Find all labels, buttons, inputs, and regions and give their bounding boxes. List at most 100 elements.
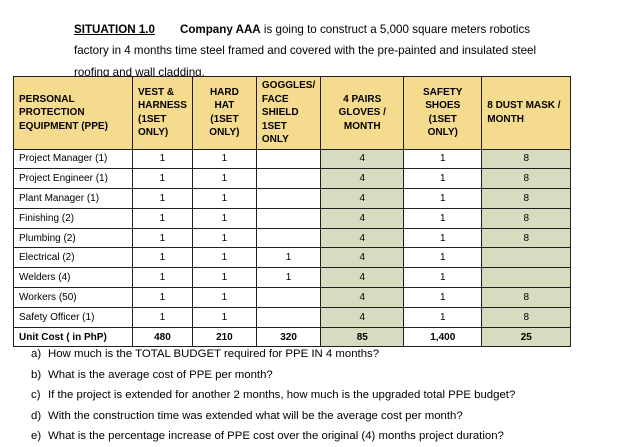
value-cell: 8	[481, 148, 572, 170]
value-cell: 8	[481, 207, 572, 229]
value-cell	[255, 207, 322, 229]
question-b: b) What is the average cost of PPE per mo…	[31, 365, 515, 386]
column-header: 4 PAIRS GLOVES / MONTH	[320, 76, 405, 150]
value-cell: 1	[255, 247, 322, 269]
column-header-line: GLOVES /	[338, 107, 386, 118]
value-cell: 1	[403, 188, 483, 209]
question-c: c) If the project is extended for another…	[31, 385, 515, 406]
column-header-line: GOGGLES/	[261, 80, 316, 91]
value-cell: 4	[320, 227, 405, 249]
value-cell: 1	[403, 148, 483, 170]
column-header-line: (1SET	[210, 113, 239, 125]
value-cell: 1	[191, 207, 257, 229]
column-header-line: MONTH	[343, 120, 381, 132]
value-cell: 4	[320, 207, 405, 229]
question-text: How much is the TOTAL BUDGET required fo…	[48, 348, 380, 360]
row-label: Workers (50)	[13, 287, 133, 308]
value-cell: 25	[481, 326, 572, 348]
ppe-table: PERSONAL PROTECTION EQUIPMENT (PPE) VEST & H…	[13, 76, 572, 348]
value-cell: 1	[191, 227, 257, 249]
column-header-line: EQUIPMENT (PPE)	[19, 120, 108, 132]
value-cell: 8	[481, 306, 572, 328]
column-header-line: MONTH	[487, 113, 524, 125]
row-label: Project Engineer (1)	[13, 168, 133, 190]
value-cell: 1	[255, 267, 322, 289]
value-cell	[481, 247, 572, 269]
questions-list: a) How much is the TOTAL BUDGET required …	[31, 344, 515, 447]
column-header-line: SHOES	[425, 100, 461, 112]
question-label: c)	[31, 389, 41, 401]
value-cell: 1	[132, 168, 193, 190]
row-label: Finishing (2)	[13, 207, 133, 229]
situation-text: is going to construct a 5,000 square met…	[74, 22, 537, 79]
question-label: d)	[31, 409, 42, 422]
column-header-line: ONLY)	[209, 127, 240, 139]
value-cell: 1	[132, 207, 193, 229]
value-cell: 1	[403, 207, 483, 229]
question-a: a) How much is the TOTAL BUDGET required …	[31, 344, 515, 365]
value-cell: 1	[132, 188, 193, 209]
value-cell: 1	[403, 287, 483, 308]
value-cell: 210	[191, 326, 257, 348]
question-text: What is the percentage increase of PPE c…	[48, 430, 504, 442]
value-cell: 1	[403, 306, 483, 328]
value-cell	[255, 227, 322, 249]
table-row: Welders (4) 1 1 1 4 1	[13, 267, 572, 289]
table-row: Electrical (2) 1 1 1 4 1	[13, 247, 572, 269]
value-cell: 4	[320, 148, 405, 170]
value-cell: 1	[191, 287, 257, 308]
column-header: HARD HAT (1SET ONLY)	[191, 76, 257, 150]
question-text: If the project is extended for another 2…	[48, 389, 516, 401]
table-row: Project Engineer (1) 1 1 4 1 8	[13, 168, 572, 190]
value-cell: 320	[255, 326, 322, 348]
value-cell: 1	[403, 227, 483, 249]
value-cell: 8	[481, 188, 572, 209]
column-header-line: (1SET	[428, 113, 457, 125]
column-header-line: PROTECTION	[19, 107, 85, 118]
column-header: SAFETY SHOES (1SET ONLY)	[403, 76, 483, 150]
question-text: With the construction time was extended …	[48, 409, 463, 422]
column-header: VEST & HARNESS (1SET ONLY)	[132, 76, 193, 150]
table-row: Plant Manager (1) 1 1 4 1 8	[13, 188, 572, 209]
company-name: Company AAA	[179, 22, 261, 36]
value-cell	[255, 148, 322, 170]
value-cell: 1	[191, 306, 257, 328]
table-row: Safety Officer (1) 1 1 4 1 8	[13, 306, 572, 328]
value-cell: 1	[191, 148, 257, 170]
value-cell: 1	[132, 148, 193, 170]
value-cell: 8	[481, 227, 572, 249]
column-header-line: ONLY)	[427, 127, 458, 139]
situation-paragraph: SITUATION 1.0 Company AAA is going to con…	[74, 19, 618, 84]
row-label: Plumbing (2)	[13, 227, 133, 249]
value-cell: 1,400	[403, 326, 483, 348]
column-header-line: (1SET	[138, 113, 167, 125]
value-cell: 4	[320, 287, 405, 308]
value-cell	[255, 306, 322, 328]
table-header-row: PERSONAL PROTECTION EQUIPMENT (PPE) VEST & H…	[13, 76, 572, 150]
row-label: Plant Manager (1)	[13, 188, 133, 209]
question-label: e)	[31, 430, 42, 442]
row-label: Safety Officer (1)	[13, 306, 133, 328]
column-header-line: VEST &	[138, 86, 175, 98]
value-cell	[481, 267, 572, 289]
value-cell: 1	[191, 267, 257, 289]
column-header-line: FACE	[261, 93, 289, 105]
column-header: GOGGLES/FACE SHIELD 1SET ONLY	[255, 76, 322, 150]
column-header-line: SHIELD	[261, 107, 299, 118]
column-header-line: SAFETY	[423, 86, 463, 98]
table-row: Project Manager (1) 1 1 4 1 8	[13, 148, 572, 170]
value-cell: 1	[191, 168, 257, 190]
question-label: a)	[31, 348, 42, 360]
value-cell	[255, 188, 322, 209]
value-cell: 4	[320, 188, 405, 209]
value-cell: 1	[403, 267, 483, 289]
column-header-line: HAT	[214, 100, 235, 112]
row-label: Unit Cost ( in PhP)	[13, 326, 133, 348]
table-row: Finishing (2) 1 1 4 1 8	[13, 207, 572, 229]
value-cell: 1	[132, 227, 193, 249]
value-cell	[255, 287, 322, 308]
column-header-line: 8 DUST MASK /	[487, 100, 561, 112]
situation-heading: SITUATION 1.0	[74, 22, 155, 36]
column-header-line: 4 PAIRS	[343, 93, 382, 105]
table-row: Plumbing (2) 1 1 4 1 8	[13, 227, 572, 249]
